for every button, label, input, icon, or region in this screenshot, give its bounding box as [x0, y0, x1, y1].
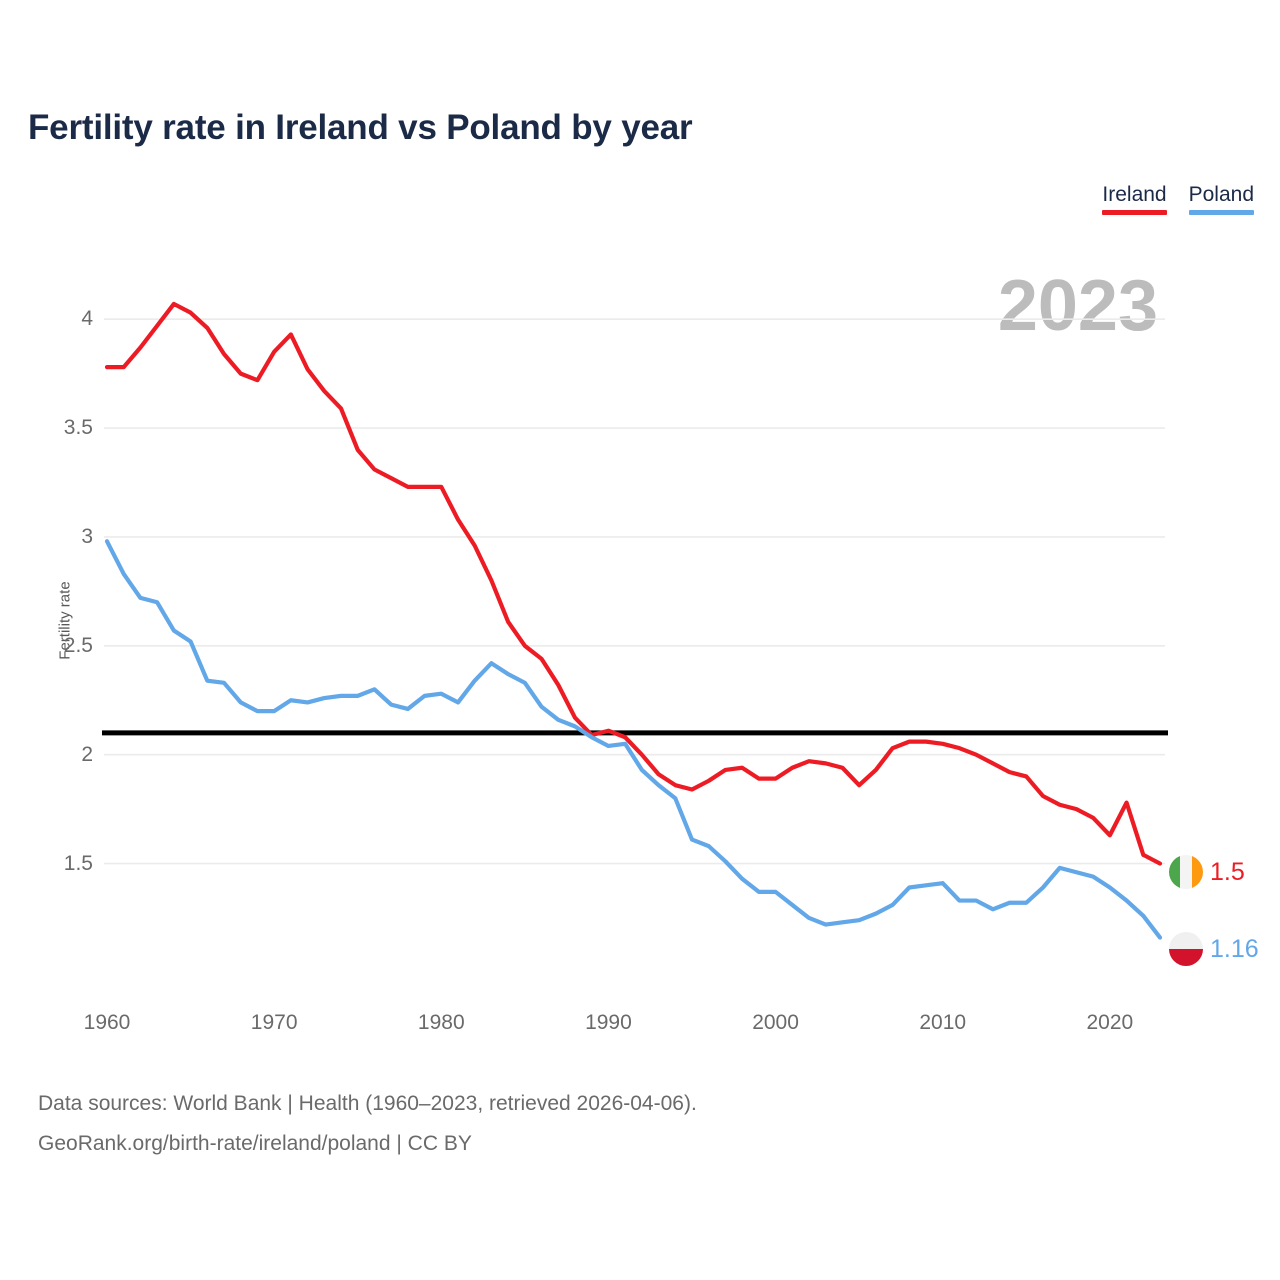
chart-series-lines: [104, 301, 1163, 940]
end-value-ireland: 1.5: [1210, 857, 1245, 886]
footer-line-attribution[interactable]: GeoRank.org/birth-rate/ireland/poland | …: [38, 1132, 472, 1155]
footer-line-sources: Data sources: World Bank | Health (1960–…: [38, 1092, 697, 1115]
end-value-poland: 1.16: [1210, 934, 1259, 963]
x-tick-label: 1970: [250, 1011, 298, 1034]
x-tick-label: 1980: [417, 1011, 465, 1034]
end-label-ireland: 1.5: [1169, 855, 1245, 889]
y-tick-label: 3: [81, 524, 93, 548]
x-tick-label: 2000: [752, 1011, 799, 1034]
x-tick-label: 1960: [83, 1011, 131, 1034]
chart-gridlines: [104, 318, 1165, 865]
legend-item-poland[interactable]: Poland: [1188, 183, 1254, 215]
x-tick-label: 2010: [919, 1011, 967, 1034]
y-tick-label: 4: [81, 307, 93, 331]
x-tick-label: 1990: [585, 1011, 632, 1034]
legend-item-ireland[interactable]: Ireland: [1102, 183, 1167, 215]
x-tick-label: 2020: [1086, 1011, 1134, 1034]
year-watermark: 2023: [997, 266, 1158, 346]
legend-swatch-ireland: [1102, 210, 1167, 215]
poland-flag-icon: [1169, 932, 1203, 966]
y-axis-title: Fertility rate: [56, 581, 74, 660]
y-tick-label: 1.5: [63, 851, 93, 875]
end-label-poland: 1.16: [1169, 932, 1259, 966]
y-tick-label: 2: [81, 742, 93, 766]
series-line-ireland: [104, 301, 1163, 866]
page-title: Fertility rate in Ireland vs Poland by y…: [28, 108, 693, 147]
ireland-flag-icon: [1169, 855, 1203, 889]
series-line-poland: [104, 539, 1163, 940]
footer: Data sources: World Bank | Health (1960–…: [38, 1084, 697, 1164]
y-tick-label: 3.5: [63, 416, 93, 440]
chart-legend: Ireland Poland: [1102, 183, 1254, 215]
y-tick-label: 2.5: [63, 633, 93, 657]
legend-label-poland: Poland: [1188, 183, 1254, 206]
legend-label-ireland: Ireland: [1102, 183, 1167, 206]
legend-swatch-poland: [1188, 210, 1254, 215]
